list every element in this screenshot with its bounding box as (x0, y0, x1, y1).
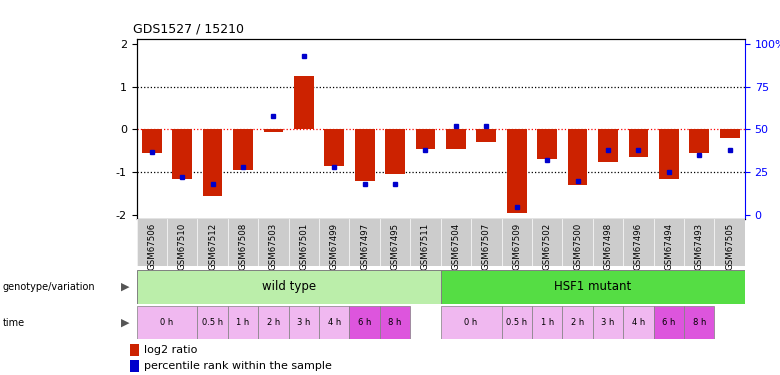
Text: GSM67497: GSM67497 (360, 223, 369, 270)
Text: time: time (2, 318, 24, 327)
Bar (537, 129, 557, 159)
Bar (623, 306, 654, 339)
Text: GSM67494: GSM67494 (665, 223, 673, 270)
Bar (380, 306, 410, 339)
Text: GSM67505: GSM67505 (725, 223, 734, 270)
Text: GSM67506: GSM67506 (147, 223, 156, 270)
Bar (502, 306, 532, 339)
Bar (349, 306, 380, 339)
Bar (319, 306, 349, 339)
Bar (142, 129, 161, 153)
Text: GSM67512: GSM67512 (208, 223, 217, 270)
Text: GSM67499: GSM67499 (330, 223, 339, 270)
Text: GSM67496: GSM67496 (634, 223, 643, 270)
Bar (720, 129, 739, 138)
Bar (258, 306, 289, 339)
Text: percentile rank within the sample: percentile rank within the sample (144, 361, 332, 371)
Text: 4 h: 4 h (632, 318, 645, 327)
Bar (233, 129, 253, 170)
Bar (629, 129, 648, 157)
Bar (568, 129, 587, 185)
Bar (294, 76, 314, 129)
Text: 1 h: 1 h (541, 318, 554, 327)
Bar (654, 306, 684, 339)
Bar (598, 129, 618, 162)
Bar (172, 129, 192, 178)
Bar (441, 306, 502, 339)
Bar (289, 306, 319, 339)
Bar (197, 306, 228, 339)
Bar (130, 360, 139, 372)
Text: GSM67498: GSM67498 (604, 223, 612, 270)
Text: 6 h: 6 h (358, 318, 371, 327)
Text: 8 h: 8 h (388, 318, 402, 327)
Text: 0 h: 0 h (161, 318, 173, 327)
Text: GSM67509: GSM67509 (512, 223, 521, 270)
Text: GSM67510: GSM67510 (178, 223, 186, 270)
Text: GSM67507: GSM67507 (482, 223, 491, 270)
Text: 0 h: 0 h (465, 318, 477, 327)
Text: 0.5 h: 0.5 h (202, 318, 223, 327)
Text: GSM67495: GSM67495 (391, 223, 399, 270)
Bar (507, 129, 526, 213)
Text: 3 h: 3 h (601, 318, 615, 327)
Text: 4 h: 4 h (328, 318, 341, 327)
Text: 3 h: 3 h (297, 318, 310, 327)
Bar (355, 129, 374, 181)
Bar (446, 129, 466, 149)
Text: wild type: wild type (261, 280, 316, 293)
Bar (416, 129, 435, 149)
Bar (203, 129, 222, 196)
Text: GSM67500: GSM67500 (573, 223, 582, 270)
Bar (477, 129, 496, 142)
Text: ▶: ▶ (121, 282, 129, 292)
Text: GSM67503: GSM67503 (269, 223, 278, 270)
Text: 0.5 h: 0.5 h (506, 318, 527, 327)
Text: 8 h: 8 h (693, 318, 706, 327)
Bar (562, 306, 593, 339)
Bar (659, 129, 679, 178)
Text: GDS1527 / 15210: GDS1527 / 15210 (133, 22, 243, 36)
Text: 2 h: 2 h (571, 318, 584, 327)
Text: GSM67502: GSM67502 (543, 223, 551, 270)
Text: 2 h: 2 h (267, 318, 280, 327)
Text: 1 h: 1 h (236, 318, 250, 327)
Bar (264, 129, 283, 132)
Text: HSF1 mutant: HSF1 mutant (554, 280, 632, 293)
Bar (690, 129, 709, 153)
Text: GSM67511: GSM67511 (421, 223, 430, 270)
Bar (136, 270, 441, 304)
Bar (441, 270, 745, 304)
Bar (228, 306, 258, 339)
Text: genotype/variation: genotype/variation (2, 282, 95, 292)
Text: 6 h: 6 h (662, 318, 675, 327)
Text: GSM67504: GSM67504 (452, 223, 460, 270)
Bar (385, 129, 405, 174)
Bar (324, 129, 344, 166)
Text: GSM67508: GSM67508 (239, 223, 247, 270)
Bar (593, 306, 623, 339)
Text: ▶: ▶ (121, 318, 129, 327)
Bar (130, 344, 139, 355)
Bar (684, 306, 714, 339)
Bar (532, 306, 562, 339)
Text: GSM67501: GSM67501 (300, 223, 308, 270)
Text: log2 ratio: log2 ratio (144, 345, 198, 355)
Text: GSM67493: GSM67493 (695, 223, 704, 270)
Bar (136, 306, 197, 339)
